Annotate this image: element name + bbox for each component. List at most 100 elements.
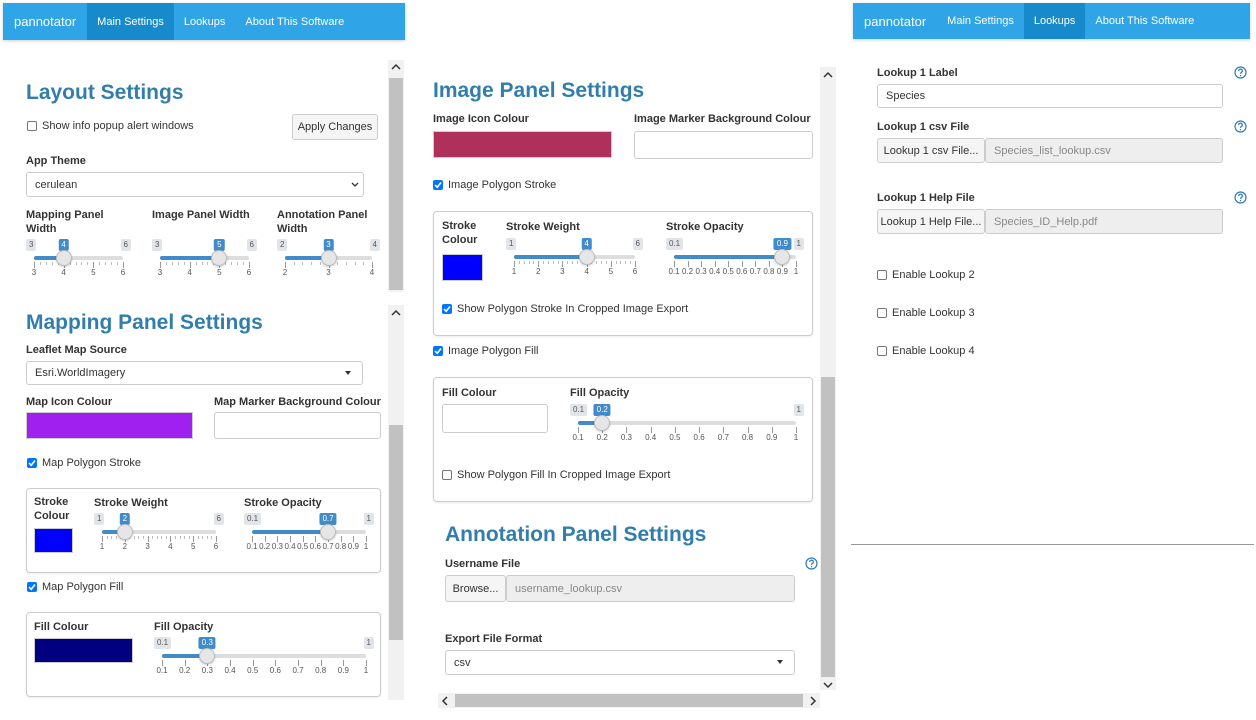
slider-tick	[160, 262, 161, 268]
checkbox-box[interactable]	[877, 346, 887, 356]
slider[interactable]: 0.1 1 0.3 0.1 0.2 0.3 0.4 0.5 0.6 0.7 0.8 0.9 1	[154, 637, 374, 679]
checkbox[interactable]: Enable Lookup 3	[877, 307, 975, 319]
colour-swatch[interactable]	[433, 131, 612, 158]
help-icon[interactable]	[1234, 66, 1247, 79]
checkbox[interactable]: Show Polygon Stroke In Cropped Image Exp…	[442, 303, 688, 315]
brand[interactable]: pannotator	[14, 14, 77, 29]
slider-handle[interactable]	[594, 415, 611, 431]
checkbox-box[interactable]	[27, 121, 37, 131]
map-source-select[interactable]: Esri.WorldImagery	[26, 361, 363, 385]
scroll-thumb[interactable]	[821, 377, 835, 677]
theme-select[interactable]: cerulean	[26, 172, 364, 197]
checkbox[interactable]: Enable Lookup 4	[877, 345, 975, 357]
checkbox-box[interactable]	[877, 270, 887, 280]
slider-minor-tick	[523, 261, 525, 264]
slider-handle[interactable]	[211, 250, 228, 266]
slider-minor-tick	[596, 261, 598, 264]
checkbox-box[interactable]	[27, 582, 37, 592]
checkbox-label: Enable Lookup 3	[892, 307, 975, 319]
slider-minor-tick	[231, 262, 233, 265]
slider-value: 2	[119, 513, 131, 525]
checkbox-box[interactable]	[433, 346, 443, 356]
slider-minor-tick	[293, 262, 295, 265]
nav-tab[interactable]: About This Software	[1095, 15, 1195, 27]
check-mark	[443, 306, 451, 313]
scroll-left[interactable]	[440, 695, 450, 707]
file-button[interactable]: Lookup 1 csv File...	[877, 138, 985, 163]
scroll-thumb[interactable]	[455, 694, 803, 707]
text-input[interactable]: Species	[877, 84, 1223, 108]
checkbox-label: Show info popup alert windows	[42, 120, 194, 132]
slider-value: 4	[581, 238, 592, 250]
slider[interactable]: 1 6 4 1 2 3 4 5 6	[506, 238, 643, 280]
colour-swatch[interactable]	[34, 528, 73, 553]
checkbox[interactable]: Map Polygon Stroke	[27, 457, 141, 469]
colour-input[interactable]	[442, 404, 548, 433]
slider-tick-label: 0.8	[763, 267, 775, 276]
checkbox-box[interactable]	[442, 470, 452, 480]
navbar: pannotator Main Settings Lookups About This…	[853, 3, 1250, 39]
slider-fill	[160, 256, 220, 260]
slider-handle[interactable]	[578, 249, 595, 265]
slider-tick-label: 0.8	[335, 542, 347, 551]
browse-button[interactable]: Browse...	[445, 575, 506, 602]
slider-handle[interactable]	[55, 250, 72, 266]
nav-tab[interactable]: Lookups	[1023, 3, 1086, 39]
nav-tab[interactable]: Main Settings	[947, 15, 1014, 27]
colour-input[interactable]	[634, 131, 813, 159]
slider-tick-label: 0.4	[284, 542, 296, 551]
slider-tick	[741, 261, 743, 267]
checkbox[interactable]: Enable Lookup 2	[877, 269, 975, 281]
slider[interactable]: 1 6 2 1 2 3 4 5 6	[94, 513, 224, 555]
nav-tab[interactable]: Lookups	[183, 15, 226, 28]
checkbox[interactable]: Image Polygon Stroke	[433, 179, 556, 191]
colour-swatch[interactable]	[26, 412, 193, 439]
slider-tick-label: 0.1	[246, 542, 258, 551]
help-icon[interactable]	[1234, 120, 1247, 133]
format-select[interactable]: csv	[445, 650, 795, 675]
slider-minor-tick	[75, 262, 77, 265]
nav-tab[interactable]: Main Settings	[87, 3, 174, 40]
check-mark	[434, 182, 442, 189]
scroll-thumb[interactable]	[389, 78, 403, 290]
slider-fill	[34, 256, 64, 260]
colour-input[interactable]	[214, 412, 381, 439]
scroll-up[interactable]	[390, 62, 402, 72]
slider-handle[interactable]	[199, 648, 216, 664]
scroll-right[interactable]	[808, 695, 818, 707]
slider-tick-label: 0.3	[620, 433, 632, 442]
help-icon[interactable]	[1234, 191, 1247, 204]
apply-button[interactable]: Apply Changes	[292, 114, 378, 140]
slider[interactable]: 3 6 5 3 4 5 6	[152, 239, 257, 281]
checkbox[interactable]: Map Polygon Fill	[27, 581, 123, 593]
nav-tab[interactable]: About This Software	[245, 15, 345, 28]
checkbox-box[interactable]	[442, 304, 452, 314]
slider[interactable]: 3 6 4 3 4 5 6	[26, 239, 131, 281]
slider-min: 3	[26, 239, 37, 251]
slider[interactable]: 0.1 1 0.7 0.1 0.2 0.3 0.4 0.5 0.6 0.7 0.8 0.9 1	[244, 513, 374, 555]
checkbox-box[interactable]	[27, 458, 37, 468]
checkbox[interactable]: Show Polygon Fill In Cropped Image Expor…	[442, 469, 670, 481]
colour-swatch[interactable]	[34, 638, 133, 663]
brand[interactable]: pannotator	[864, 13, 927, 29]
slider[interactable]: 0.1 1 0.2 0.1 0.2 0.3 0.4 0.5 0.6 0.7 0.8 0.9 1	[570, 404, 804, 446]
slider-handle[interactable]	[320, 524, 336, 540]
slider[interactable]: 0.1 1 0.9 0.1 0.2 0.3 0.4 0.5 0.6 0.7 0.8 0.9 1	[666, 238, 804, 280]
slider-handle[interactable]	[320, 250, 337, 266]
file-button[interactable]: Lookup 1 Help File...	[877, 209, 985, 234]
checkbox[interactable]: Image Polygon Fill	[433, 345, 539, 357]
field-label: Stroke Colour	[442, 220, 478, 246]
checkbox-label: Map Polygon Stroke	[42, 457, 142, 469]
help-icon[interactable]	[805, 557, 818, 570]
scroll-thumb[interactable]	[389, 425, 403, 640]
scroll-up[interactable]	[390, 308, 402, 318]
checkbox[interactable]: Show info popup alert windows	[27, 120, 194, 132]
checkbox-box[interactable]	[877, 308, 887, 318]
slider-handle[interactable]	[116, 524, 133, 540]
scroll-down[interactable]	[822, 680, 834, 690]
checkbox-box[interactable]	[433, 180, 443, 190]
colour-swatch[interactable]	[442, 254, 483, 281]
scroll-up[interactable]	[822, 70, 834, 80]
slider-handle[interactable]	[774, 249, 791, 265]
slider[interactable]: 2 4 3 2 3 4	[277, 239, 380, 281]
